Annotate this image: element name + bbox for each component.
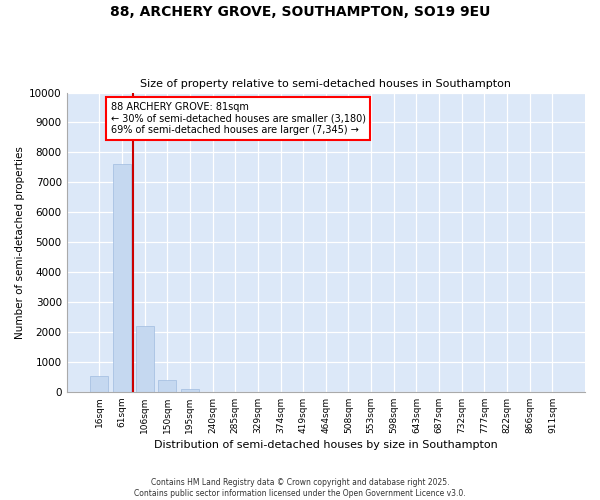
- Bar: [136, 326, 154, 392]
- Text: 88 ARCHERY GROVE: 81sqm
← 30% of semi-detached houses are smaller (3,180)
69% of: 88 ARCHERY GROVE: 81sqm ← 30% of semi-de…: [110, 102, 365, 134]
- Title: Size of property relative to semi-detached houses in Southampton: Size of property relative to semi-detach…: [140, 79, 511, 89]
- Bar: [181, 389, 199, 392]
- Bar: [90, 376, 109, 392]
- Text: Contains HM Land Registry data © Crown copyright and database right 2025.
Contai: Contains HM Land Registry data © Crown c…: [134, 478, 466, 498]
- Bar: [158, 380, 176, 392]
- Y-axis label: Number of semi-detached properties: Number of semi-detached properties: [15, 146, 25, 338]
- X-axis label: Distribution of semi-detached houses by size in Southampton: Distribution of semi-detached houses by …: [154, 440, 498, 450]
- Text: 88, ARCHERY GROVE, SOUTHAMPTON, SO19 9EU: 88, ARCHERY GROVE, SOUTHAMPTON, SO19 9EU: [110, 5, 490, 19]
- Bar: [113, 164, 131, 392]
